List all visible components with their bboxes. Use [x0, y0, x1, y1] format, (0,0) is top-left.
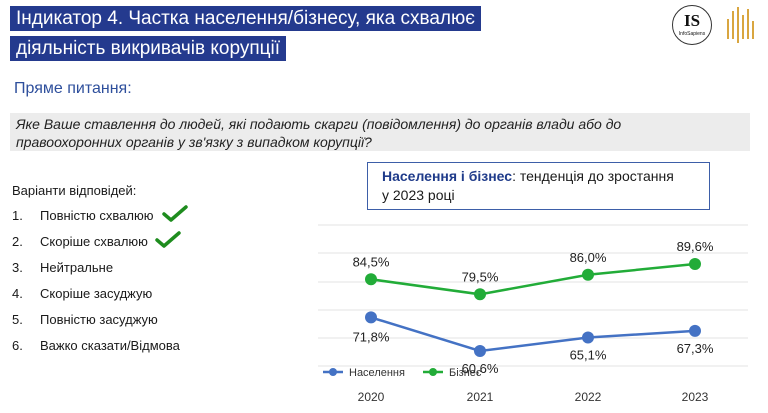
- legend-marker: [429, 368, 437, 376]
- data-label: 89,6%: [677, 239, 714, 254]
- answer-item: 6. Важко сказати/Відмова: [12, 338, 180, 353]
- data-point: [365, 273, 377, 286]
- answer-item: 5. Повністю засуджую: [12, 312, 158, 327]
- answer-number: 2.: [12, 234, 23, 249]
- data-label: 60,6%: [462, 361, 499, 376]
- answer-label: Важко сказати/Відмова: [40, 338, 180, 353]
- data-label: 67,3%: [677, 341, 714, 356]
- answer-label: Повністю схвалюю: [40, 208, 154, 223]
- answer-number: 5.: [12, 312, 23, 327]
- data-point: [689, 258, 701, 270]
- data-label: 79,5%: [462, 269, 499, 284]
- data-point: [365, 311, 377, 324]
- answer-label: Нейтральне: [40, 260, 114, 275]
- answer-item: 4. Скоріше засуджую: [12, 286, 152, 301]
- answer-item: 2. Скоріше схвалюю: [12, 234, 148, 249]
- logo-text: IS: [683, 11, 701, 30]
- x-tick-label: 2022: [575, 390, 602, 404]
- logo-subtext: InfoSapiens: [678, 31, 706, 37]
- question-line-1: Яке Ваше ставлення до людей, які подають…: [16, 116, 622, 132]
- data-point: [582, 331, 594, 344]
- data-label: 86,0%: [570, 250, 607, 265]
- answer-label: Скоріше схвалюю: [40, 234, 148, 249]
- data-point: [474, 345, 486, 357]
- trend-callout: Населення і бізнес: тенденція до зростан…: [367, 162, 710, 210]
- answer-item: 1. Повністю схвалюю: [12, 208, 153, 223]
- legend-label: Бізнес: [449, 367, 482, 379]
- callout-line-2: у 2023 році: [382, 187, 455, 203]
- data-label: 84,5%: [353, 254, 390, 269]
- checkmark-icon: [162, 205, 188, 222]
- legend-label: Населення: [349, 367, 405, 379]
- answers-title: Варіанти відповідей:: [12, 183, 137, 198]
- answer-number: 1.: [12, 208, 23, 223]
- subtitle: Пряме питання:: [14, 80, 132, 97]
- x-tick-label: 2020: [358, 390, 385, 404]
- partner-logo-icon: [727, 7, 754, 43]
- answer-label: Скоріше засуджую: [40, 286, 153, 301]
- checkmark-icon: [155, 231, 181, 248]
- answer-number: 6.: [12, 338, 23, 353]
- series-line: [370, 262, 696, 296]
- data-point: [582, 268, 594, 281]
- data-label: 65,1%: [570, 348, 607, 363]
- question-line-2: правоохоронних органів у зв'язку з випад…: [16, 134, 372, 150]
- answer-number: 4.: [12, 286, 23, 301]
- callout-bold: Населення і бізнес: [382, 168, 513, 184]
- series-line: [370, 316, 696, 353]
- page-title-line-2: діяльність викривачів корупції: [10, 36, 287, 61]
- callout-text: : тенденція до зростання: [512, 168, 674, 184]
- legend-marker: [329, 368, 337, 376]
- answer-label: Повністю засуджую: [40, 312, 158, 327]
- x-tick-label: 2023: [682, 390, 709, 404]
- infosapiens-logo: IS InfoSapiens: [672, 5, 712, 45]
- data-point: [689, 324, 701, 337]
- answer-item: 3. Нейтральне: [12, 260, 113, 275]
- page-title-line-1: Індикатор 4. Частка населення/бізнесу, я…: [10, 6, 481, 31]
- x-tick-label: 2021: [467, 390, 494, 404]
- data-point: [474, 288, 486, 301]
- question-box: Яке Ваше ставлення до людей, які подають…: [10, 113, 750, 151]
- answer-number: 3.: [12, 260, 23, 275]
- data-label: 71,8%: [353, 329, 390, 344]
